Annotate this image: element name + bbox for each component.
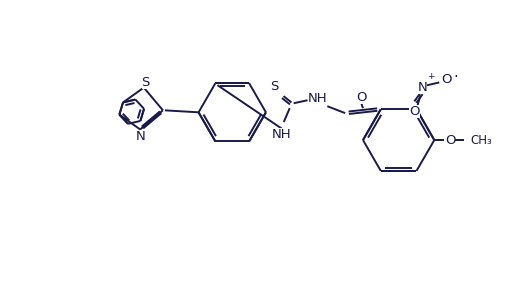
Text: O: O (409, 105, 420, 118)
Text: O: O (441, 73, 451, 86)
Text: CH₃: CH₃ (470, 133, 492, 147)
Text: O: O (356, 91, 366, 104)
Text: S: S (270, 80, 278, 93)
Text: NH: NH (272, 128, 292, 141)
Text: O: O (445, 133, 455, 147)
Text: ·: · (453, 70, 458, 85)
Text: S: S (142, 76, 150, 89)
Text: N: N (418, 81, 428, 94)
Text: NH: NH (308, 92, 327, 105)
Text: +: + (428, 72, 435, 81)
Text: N: N (135, 130, 145, 143)
